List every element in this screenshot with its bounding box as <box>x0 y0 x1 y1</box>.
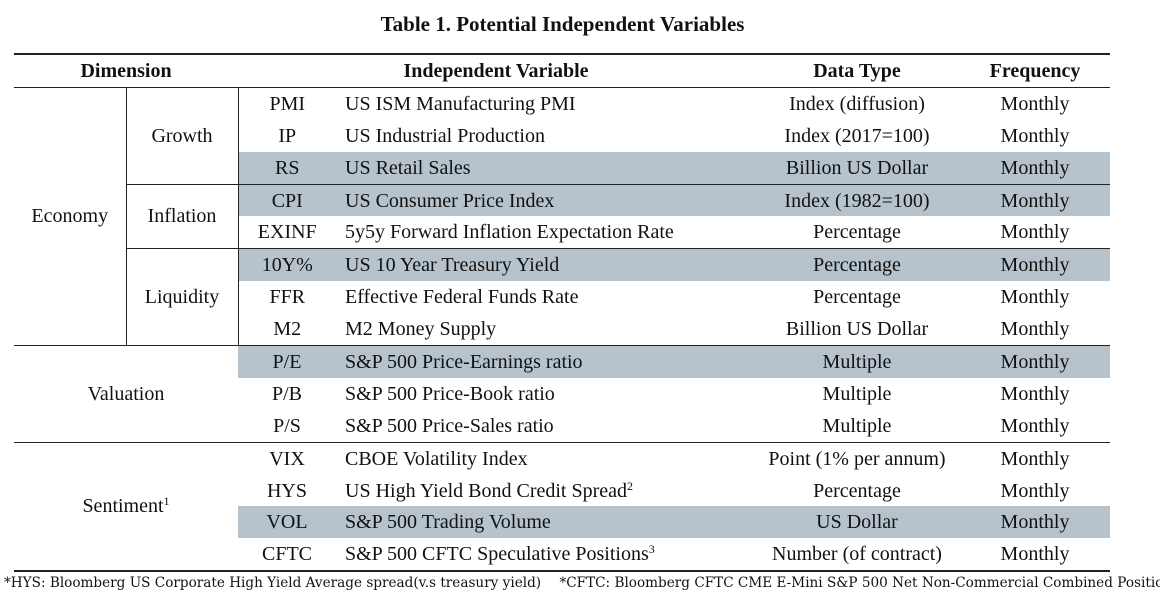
row-variable: S&P 500 CFTC Speculative Positions3 <box>336 538 754 573</box>
row-abbr: HYS <box>266 479 307 502</box>
row-frequency: Monthly <box>1000 318 1070 341</box>
row-abbr: RS <box>238 151 336 185</box>
row-abbr: EXINF <box>257 221 317 244</box>
table-row: M2 M2 Money Supply Billion US Dollar Mon… <box>14 313 1110 345</box>
row-type: Index (diffusion) <box>754 86 960 120</box>
footnote-marker: 1 <box>163 494 170 509</box>
row-abbr: P/S <box>273 414 301 437</box>
table-row: FFR Effective Federal Funds Rate Percent… <box>14 281 1110 313</box>
row-frequency: Monthly <box>960 441 1110 475</box>
row-frequency: Monthly <box>1000 286 1070 309</box>
row-variable: 5y5y Forward Inflation Expectation Rate <box>345 221 674 244</box>
table-row: VOL S&P 500 Trading Volume US Dollar Mon… <box>14 506 1110 539</box>
row-type: Billion US Dollar <box>754 151 960 185</box>
row-variable: S&P 500 Price-Earnings ratio <box>336 345 754 378</box>
row-frequency: Monthly <box>1000 382 1070 405</box>
row-abbr: PMI <box>238 86 336 120</box>
table-row: HYS US High Yield Bond Credit Spread2 Pe… <box>14 475 1110 507</box>
table-row: Liquidity 10Y% US 10 Year Treasury Yield… <box>14 248 1110 346</box>
dimension-sentiment: Sentiment1 <box>14 441 238 573</box>
table-row: P/B S&P 500 Price-Book ratio Multiple Mo… <box>14 378 1110 410</box>
row-frequency: Monthly <box>1000 124 1070 147</box>
row-abbr: 10Y% <box>238 248 336 282</box>
row-frequency: Monthly <box>1000 479 1070 502</box>
dimension-economy: Economy <box>14 86 127 346</box>
header-dimension: Dimension <box>14 52 238 88</box>
row-variable: Effective Federal Funds Rate <box>345 286 579 309</box>
table-row: IP US Industrial Production Index (2017=… <box>14 120 1110 152</box>
row-abbr: CFTC <box>238 538 336 573</box>
row-frequency: Monthly <box>960 506 1110 539</box>
header-data-type: Data Type <box>754 52 960 88</box>
row-variable: US Consumer Price Index <box>336 183 754 217</box>
table-row: Inflation CPI US Consumer Price Index In… <box>14 183 1110 249</box>
row-frequency: Monthly <box>960 248 1110 282</box>
row-abbr: P/E <box>238 345 336 378</box>
table-row: Economy Growth PMI US ISM Manufacturing … <box>14 86 1110 346</box>
row-variable: US 10 Year Treasury Yield <box>336 248 754 282</box>
row-variable: US ISM Manufacturing PMI <box>336 86 754 120</box>
row-abbr: VIX <box>238 441 336 475</box>
dimension-valuation: Valuation <box>14 345 238 443</box>
row-type: Number (of contract) <box>754 538 960 573</box>
footnote-cftc: *CFTC: Bloomberg CFTC CME E-Mini S&P 500… <box>559 575 1160 591</box>
row-abbr: CPI <box>238 183 336 217</box>
row-type: Billion US Dollar <box>785 318 929 341</box>
header-frequency: Frequency <box>960 52 1110 88</box>
row-type: Percentage <box>813 286 901 309</box>
row-type: Percentage <box>813 221 901 244</box>
row-type: US Dollar <box>754 506 960 539</box>
header-row: Dimension Independent Variable Data Type… <box>14 52 1110 88</box>
subdimension-inflation: Inflation <box>126 183 239 249</box>
footnote-hys: *HYS: Bloomberg US Corporate High Yield … <box>4 575 542 591</box>
row-abbr: M2 <box>273 318 302 341</box>
row-variable: S&P 500 Price-Book ratio <box>345 382 555 405</box>
subdimension-liquidity: Liquidity <box>126 248 239 346</box>
table-row: Sentiment1 VIX CBOE Volatility Index Poi… <box>14 441 1110 573</box>
subdimension-growth: Growth <box>126 86 239 185</box>
table-row: EXINF 5y5y Forward Inflation Expectation… <box>14 216 1110 248</box>
row-abbr: IP <box>278 124 297 147</box>
row-variable: S&P 500 Price-Sales ratio <box>345 414 554 437</box>
row-variable: M2 Money Supply <box>345 318 497 341</box>
row-abbr: P/B <box>271 382 303 405</box>
row-frequency: Monthly <box>960 151 1110 185</box>
row-type: Index (1982=100) <box>754 183 960 217</box>
row-variable: US Industrial Production <box>345 124 545 147</box>
row-variable: US Retail Sales <box>336 151 754 185</box>
row-type: Point (1% per annum) <box>754 441 960 475</box>
row-frequency: Monthly <box>1000 414 1070 437</box>
row-abbr: FFR <box>269 286 306 309</box>
table-row: Valuation P/E S&P 500 Price-Earnings rat… <box>14 345 1110 443</box>
row-frequency: Monthly <box>960 538 1110 573</box>
row-variable: CBOE Volatility Index <box>336 441 754 475</box>
row-variable: S&P 500 Trading Volume <box>336 506 754 539</box>
row-type: Index (2017=100) <box>784 124 930 147</box>
table-row: RS US Retail Sales Billion US Dollar Mon… <box>14 151 1110 185</box>
header-variable: Independent Variable <box>238 52 754 88</box>
row-type: Percentage <box>813 479 901 502</box>
table-title: Table 1. Potential Independent Variables <box>380 12 745 36</box>
row-abbr: VOL <box>238 506 336 539</box>
row-type: Percentage <box>754 248 960 282</box>
table-row: CFTC S&P 500 CFTC Speculative Positions3… <box>14 538 1110 573</box>
row-type: Multiple <box>822 414 892 437</box>
row-frequency: Monthly <box>960 183 1110 217</box>
row-type: Multiple <box>822 382 892 405</box>
row-variable: US High Yield Bond Credit Spread2 <box>345 478 634 502</box>
row-type: Multiple <box>754 345 960 378</box>
row-frequency: Monthly <box>960 345 1110 378</box>
table-row: P/S S&P 500 Price-Sales ratio Multiple M… <box>14 410 1110 442</box>
variables-table: Dimension Independent Variable Data Type… <box>14 52 1110 573</box>
footnotes: *HYS: Bloomberg US Corporate High Yield … <box>4 575 1160 591</box>
footnote-marker: 3 <box>648 542 655 557</box>
footnote-marker: 2 <box>627 478 634 493</box>
row-frequency: Monthly <box>1000 221 1070 244</box>
row-frequency: Monthly <box>960 86 1110 120</box>
